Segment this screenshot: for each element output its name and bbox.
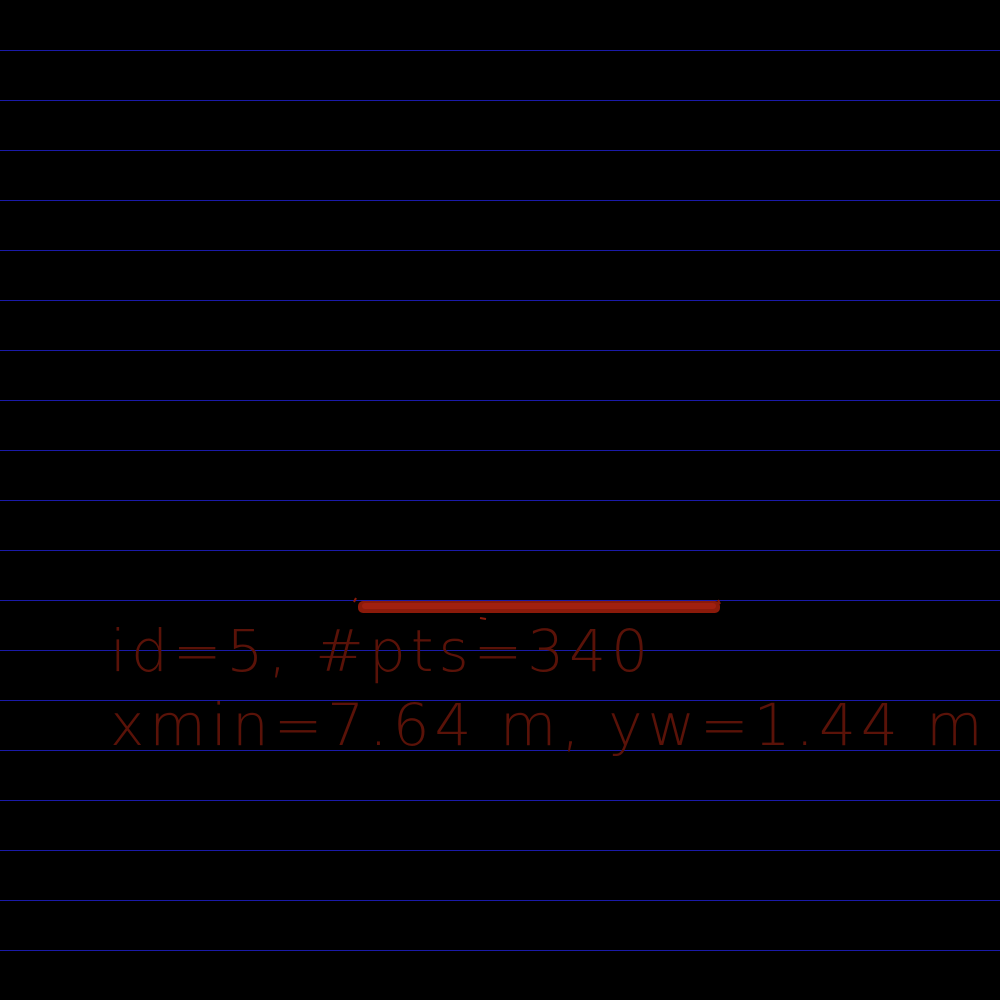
cluster-core bbox=[362, 603, 716, 609]
cluster-extent-label: xmin=7.64 m, yw=1.44 m bbox=[110, 691, 988, 759]
cluster-id-label: id=5, #pts=340 bbox=[110, 617, 653, 685]
